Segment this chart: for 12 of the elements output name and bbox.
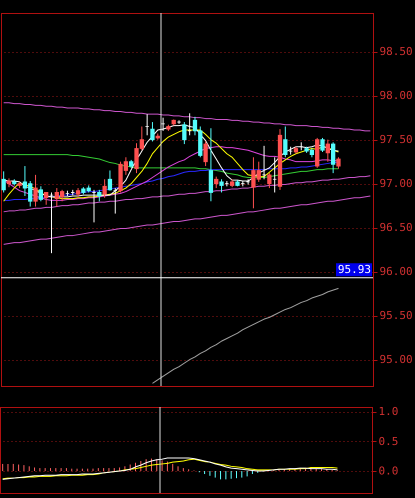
y-tick-label: 98.50 <box>380 45 413 58</box>
y-tick-label: 0.0 <box>378 464 398 478</box>
y-tick-label: 97.00 <box>380 177 413 190</box>
ref-line-label: 95.93 <box>338 262 371 276</box>
y-tick-label: 0.5 <box>378 434 398 448</box>
y-tick-label: 95.00 <box>380 353 413 366</box>
y-tick-label: 96.00 <box>380 265 413 278</box>
y-tick-label: 97.50 <box>380 133 413 146</box>
y-tick-label: 95.50 <box>380 309 413 322</box>
y-tick-label: 1.0 <box>378 405 398 418</box>
y-tick-label: 98.00 <box>380 89 413 102</box>
y-tick-label: 96.50 <box>380 221 413 234</box>
